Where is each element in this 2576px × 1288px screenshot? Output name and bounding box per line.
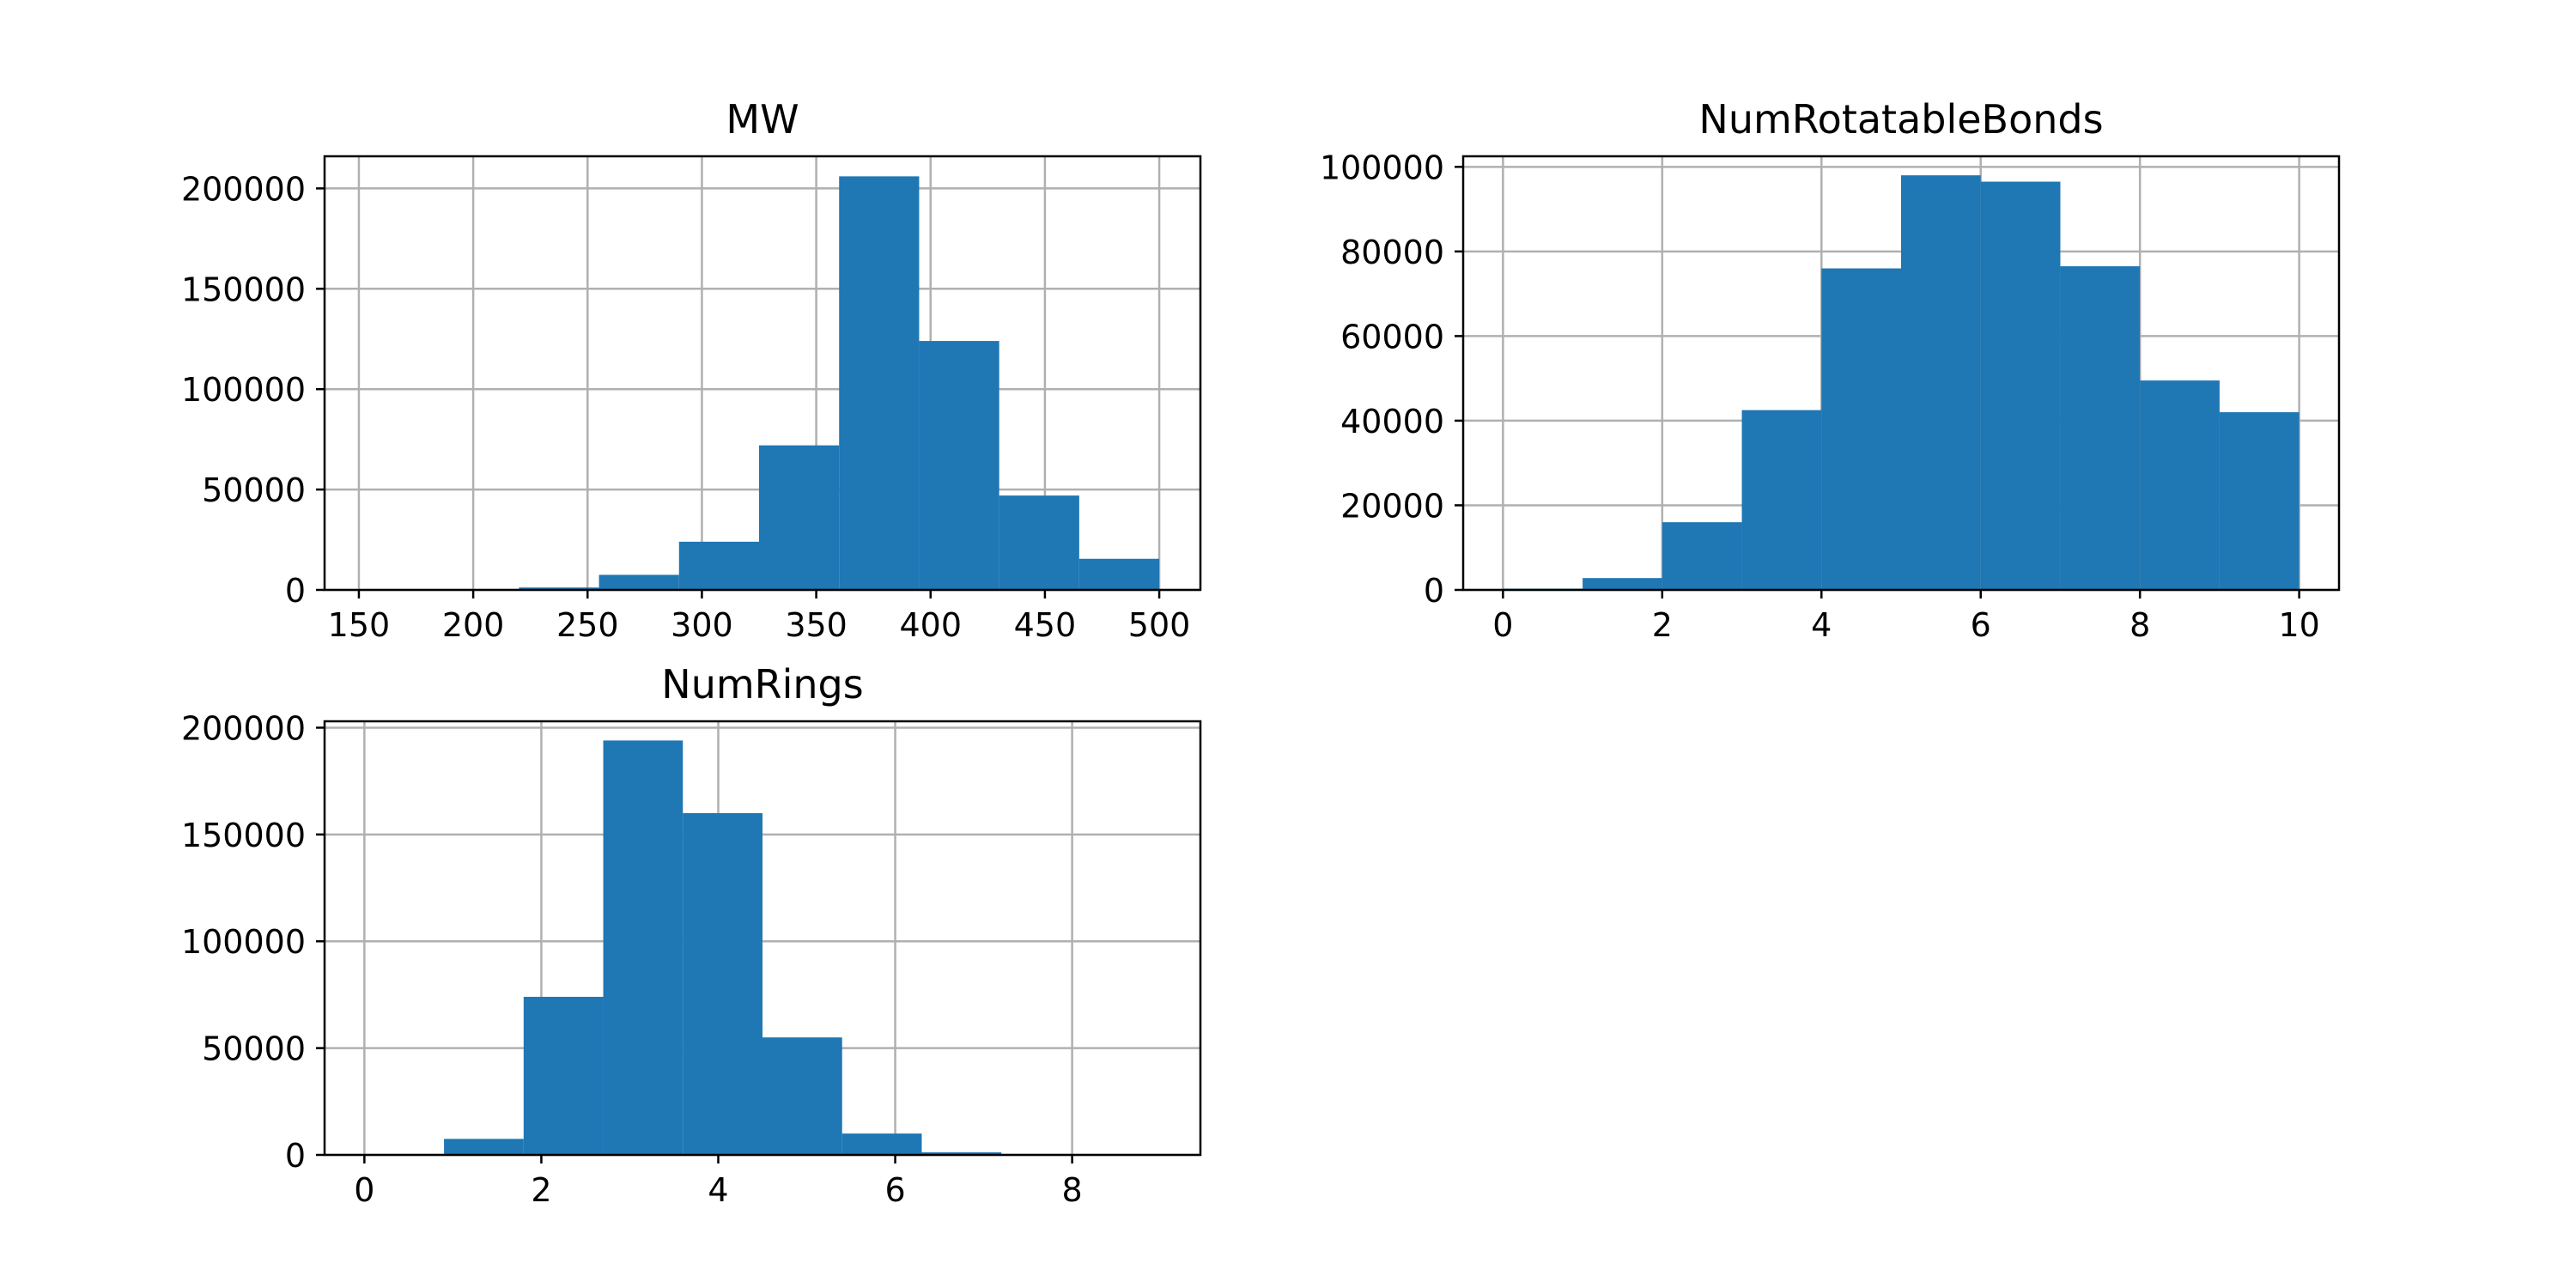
x-tick-label: 200 [442, 606, 505, 644]
axes-frame [323, 155, 1202, 592]
x-tick-label: 150 [328, 606, 391, 644]
x-tick-label: 8 [1062, 1171, 1083, 1209]
panel-title: NumRotatableBonds [1698, 96, 2103, 143]
histogram-bar [921, 1152, 1002, 1155]
bars [439, 176, 1160, 590]
histogram-bar [603, 740, 683, 1155]
axes: 150 200 250 300 350 400 450 500 0 50000 100000 1500… [181, 155, 1202, 644]
histogram-bar [1980, 181, 2061, 590]
histogram-bar [1078, 558, 1160, 590]
y-tick-label: 0 [285, 572, 306, 610]
y-tick-label: 150000 [181, 817, 306, 854]
x-tick-label: 400 [899, 606, 962, 644]
y-tick-label: 150000 [181, 270, 306, 308]
y-tick-label: 100000 [1320, 149, 1444, 186]
x-tick-label: 0 [354, 1171, 374, 1209]
axes: 0 2 4 6 8 10 0 20000 40000 60000 80000 100000 [1320, 149, 2341, 644]
bars [1503, 175, 2300, 591]
x-tick-label: 350 [785, 606, 848, 644]
x-tick-label: 450 [1014, 606, 1077, 644]
y-tick-label: 0 [285, 1137, 306, 1175]
y-tick-label: 100000 [181, 371, 306, 409]
y-tick-label: 50000 [202, 1030, 306, 1068]
x-tick-label: 500 [1128, 606, 1191, 644]
histogram-bar [919, 341, 999, 590]
histogram-bar [1821, 268, 1901, 590]
panel-title: MW [726, 96, 799, 143]
y-tick-label: 20000 [1340, 487, 1444, 525]
histogram-bar [678, 541, 760, 590]
axes: 0 2 4 6 8 0 50000 100000 150000 200000 [181, 709, 1202, 1209]
histogram-bar [444, 1139, 524, 1155]
y-tick-label: 40000 [1340, 403, 1444, 440]
y-tick-label: 200000 [181, 170, 306, 208]
y-tick-label: 100000 [181, 923, 306, 961]
histogram-bar [2140, 380, 2220, 590]
histogram-bar [1901, 175, 1981, 591]
panel-title: NumRings [661, 661, 863, 708]
x-tick-label: 300 [671, 606, 733, 644]
histogram-bar [2219, 412, 2300, 590]
histogram-bar [2060, 266, 2141, 590]
histogram-bar [1662, 522, 1742, 590]
y-tick-label: 0 [1424, 572, 1444, 610]
y-tick-label: 60000 [1340, 318, 1444, 355]
x-tick-label: 6 [1971, 606, 1991, 644]
mw-histogram-panel: MW 150 200 250 300 350 400 450 5000500001000001… [181, 96, 1202, 644]
y-tick-label: 50000 [202, 471, 306, 509]
x-tick-label: 4 [1811, 606, 1832, 644]
x-tick-label: 2 [1652, 606, 1673, 644]
histogram-bar [523, 996, 604, 1155]
axes-frame [323, 720, 1202, 1157]
num-rings-histogram-panel: NumRings 0 2 4 6 8 0 50000 100000 150000 200000 [181, 661, 1202, 1209]
histogram-bar [598, 574, 679, 590]
histogram-bar [839, 176, 920, 590]
x-tick-label: 0 [1492, 606, 1513, 644]
x-tick-label: 4 [708, 1171, 728, 1209]
histogram-bar [759, 445, 840, 590]
x-tick-label: 10 [2278, 606, 2319, 644]
x-tick-label: 250 [556, 606, 619, 644]
histogram-bar [999, 495, 1079, 590]
x-tick-label: 8 [2129, 606, 2150, 644]
histogram-bar [841, 1133, 922, 1155]
x-tick-label: 2 [531, 1171, 551, 1209]
num-rotatable-bonds-histogram-panel: NumRotatableBonds 0 2 4 6 8 10 0 20000 40000 6000… [1320, 96, 2341, 644]
x-tick-label: 6 [884, 1171, 905, 1209]
axes-frame [1461, 155, 2341, 592]
histogram-bar [1741, 410, 1822, 590]
histogram-bar [519, 587, 599, 590]
histogram-bar [683, 812, 762, 1155]
y-tick-label: 200000 [181, 709, 306, 747]
histogram-bar [762, 1037, 842, 1155]
histogram-bar [1583, 578, 1662, 590]
y-tick-label: 80000 [1340, 234, 1444, 271]
bars [364, 740, 1161, 1155]
